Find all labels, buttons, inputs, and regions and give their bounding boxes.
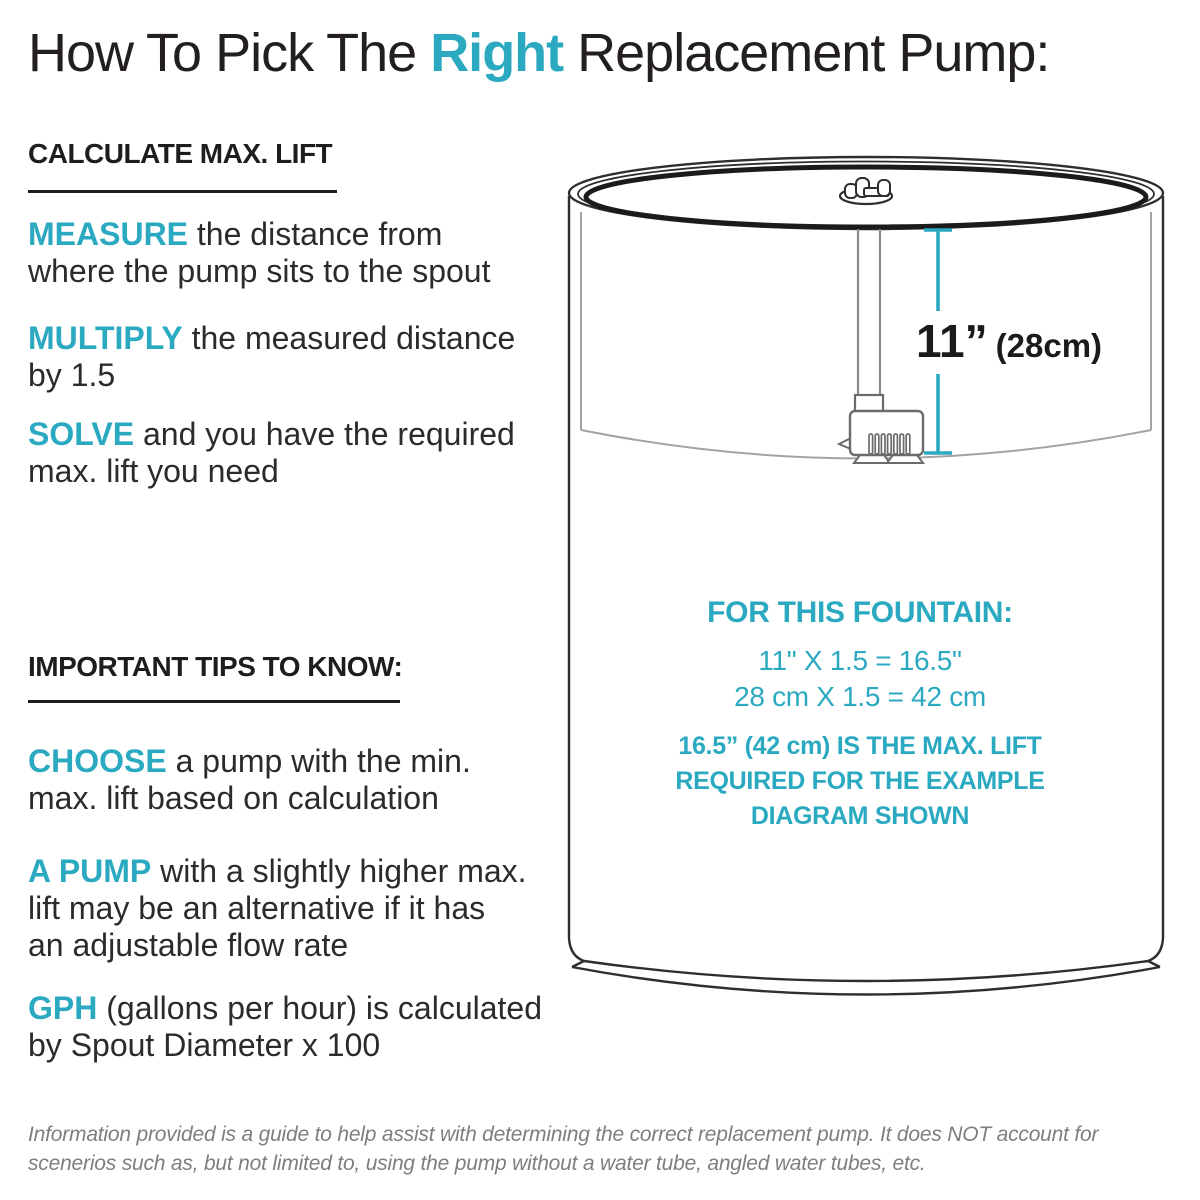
tip-line: by Spout Diameter x 100 xyxy=(28,1027,381,1063)
pump-body xyxy=(848,409,925,457)
tip-choose: CHOOSE a pump with the min. max. lift ba… xyxy=(28,743,471,817)
step-lead-word: MULTIPLY xyxy=(28,320,183,356)
wall-left xyxy=(567,196,585,963)
step-line: MULTIPLY the measured distance xyxy=(28,320,515,357)
measurement-line xyxy=(924,228,952,455)
tip-lead-word: A PUMP xyxy=(28,853,152,889)
callout-heading: FOR THIS FOUNTAIN: xyxy=(707,596,1013,629)
callout-result-line: DIAGRAM SHOWN xyxy=(750,802,970,830)
base-bottom-arc xyxy=(571,965,1161,996)
callout-result-line: REQUIRED FOR THE EXAMPLE xyxy=(675,767,1045,795)
step-line: MEASURE the distance from xyxy=(28,216,490,253)
step-multiply: MULTIPLY the measured distance by 1.5 xyxy=(28,320,515,394)
base-left-corner xyxy=(571,959,585,969)
title-pre: How To Pick The xyxy=(28,23,431,83)
pump-grille xyxy=(868,433,911,455)
tip-gph: GPH (gallons per hour) is calculated by … xyxy=(28,990,542,1064)
callout-result-line: 16.5” (42 cm) IS THE MAX. LIFT xyxy=(678,732,1042,760)
tip-lead-word: CHOOSE xyxy=(28,743,167,779)
pump-foot-left xyxy=(852,454,892,464)
title-post: Replacement Pump: xyxy=(563,23,1050,83)
tip-text: (gallons per hour) is calculated xyxy=(97,990,543,1026)
measurement-inches: 11” xyxy=(916,315,988,367)
callout-result: 16.5” (42 cm) IS THE MAX. LIFT REQUIRED … xyxy=(610,729,1110,834)
tip-text: a pump with the min. xyxy=(166,743,471,779)
disclaimer-line: Information provided is a guide to help … xyxy=(28,1123,1099,1146)
step-line: max. lift you need xyxy=(28,453,279,489)
tip-line: CHOOSE a pump with the min. xyxy=(28,743,471,780)
callout-calc-inches: 11" X 1.5 = 16.5" xyxy=(758,645,962,676)
step-line: by 1.5 xyxy=(28,357,116,393)
disclaimer: Information provided is a guide to help … xyxy=(28,1120,1099,1178)
step-line: SOLVE and you have the required xyxy=(28,416,515,453)
callout-calc-cm: 28 cm X 1.5 = 42 cm xyxy=(734,681,986,712)
tip-line: GPH (gallons per hour) is calculated xyxy=(28,990,542,1027)
tip-a-pump: A PUMP with a slightly higher max. lift … xyxy=(28,853,527,964)
tube-coupling xyxy=(853,393,885,414)
pump-foot-right xyxy=(885,454,925,464)
wall-right xyxy=(1147,196,1165,963)
step-text: the measured distance xyxy=(182,320,516,356)
section-heading-tips: IMPORTANT TIPS TO KNOW: xyxy=(28,651,403,682)
heading-underline xyxy=(28,190,337,193)
step-lead-word: SOLVE xyxy=(28,416,135,452)
spout-fitting xyxy=(838,177,894,206)
base-right-corner xyxy=(1147,959,1161,969)
tip-line: max. lift based on calculation xyxy=(28,780,439,816)
tip-lead-word: GPH xyxy=(28,990,98,1026)
step-line: where the pump sits to the spout xyxy=(28,253,491,289)
step-solve: SOLVE and you have the required max. lif… xyxy=(28,416,515,490)
tip-line: lift may be an alternative if it has xyxy=(28,890,486,926)
measurement-label: 11” (28cm) xyxy=(916,318,1102,364)
measurement-cm: (28cm) xyxy=(995,327,1103,364)
rim-inner-ellipse xyxy=(583,164,1149,230)
step-measure: MEASURE the distance from where the pump… xyxy=(28,216,490,290)
disclaimer-line: scenerios such as, but not limited to, u… xyxy=(28,1152,926,1175)
tip-line: A PUMP with a slightly higher max. xyxy=(28,853,527,890)
heading-underline xyxy=(28,700,400,703)
spout-knob-right xyxy=(877,179,891,197)
fountain-callout: FOR THIS FOUNTAIN: 11" X 1.5 = 16.5" 28 … xyxy=(610,596,1110,834)
base-seam-arc xyxy=(583,959,1149,983)
step-text: the distance from xyxy=(188,216,443,252)
page-title: How To Pick The Right Replacement Pump: xyxy=(28,22,1050,84)
step-text: and you have the required xyxy=(134,416,515,452)
title-highlight: Right xyxy=(430,23,564,83)
section-heading-calculate: CALCULATE MAX. LIFT xyxy=(28,138,333,169)
step-lead-word: MEASURE xyxy=(28,216,189,252)
tip-text: with a slightly higher max. xyxy=(151,853,527,889)
tip-line: an adjustable flow rate xyxy=(28,927,349,963)
